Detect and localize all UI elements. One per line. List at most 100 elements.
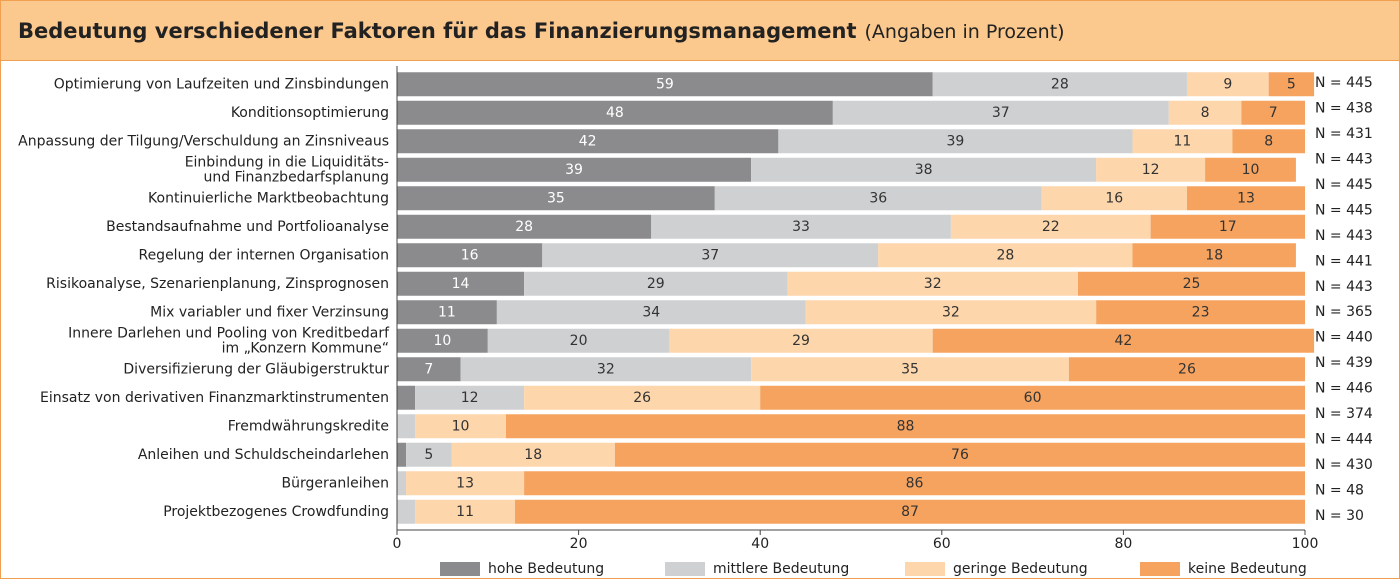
x-tick-label: 20 — [570, 536, 588, 552]
bar-segment — [1132, 129, 1233, 154]
n-label: N = 443 — [1315, 151, 1373, 167]
data-label: 28 — [996, 247, 1014, 263]
category-label: und Finanzbedarfsplanung — [204, 169, 390, 185]
data-label: 18 — [524, 447, 542, 463]
legend-label: mittlere Bedeutung — [713, 561, 849, 577]
bar-segment — [751, 157, 1097, 182]
category-label: Bestandsaufnahme und Portfolioanalyse — [106, 219, 389, 235]
data-label: 16 — [461, 247, 479, 263]
bar-segment — [397, 499, 416, 524]
category-label: Optimierung von Laufzeiten und Zinsbindu… — [54, 76, 389, 92]
bar-segment — [805, 300, 1097, 325]
bar-segment — [487, 328, 670, 353]
bar-segment — [1041, 186, 1187, 211]
data-label: 38 — [915, 162, 933, 178]
n-label: N = 443 — [1315, 279, 1373, 295]
bar-segment — [397, 100, 833, 125]
data-label: 32 — [597, 361, 615, 377]
bar-segment — [406, 442, 452, 467]
bar-segment — [397, 328, 488, 353]
data-label: 10 — [1242, 162, 1260, 178]
data-label: 32 — [942, 304, 960, 320]
category-label: Konditionsoptimierung — [231, 105, 389, 121]
bar-segment — [524, 271, 788, 296]
chart-subtitle: (Angaben in Prozent) — [865, 21, 1065, 43]
category-label: Kontinuierliche Marktbeobachtung — [148, 190, 389, 206]
n-label: N = 445 — [1315, 177, 1373, 193]
bar-segment — [714, 186, 1042, 211]
data-label: 12 — [1142, 162, 1160, 178]
data-label: 35 — [901, 361, 919, 377]
n-label: N = 48 — [1315, 483, 1364, 499]
bar-segment — [542, 243, 879, 268]
bar-segment — [760, 385, 1305, 410]
n-label: N = 441 — [1315, 253, 1373, 269]
category-label: Mix variabler und fixer Verzinsung — [150, 304, 389, 320]
bar-segment — [397, 385, 416, 410]
data-label: 8 — [1201, 105, 1210, 121]
n-label: N = 365 — [1315, 304, 1373, 320]
data-label: 42 — [579, 133, 597, 149]
data-label: 37 — [992, 105, 1010, 121]
data-label: 39 — [947, 133, 965, 149]
bar-segment — [415, 385, 525, 410]
category-label: Regelung der internen Organisation — [138, 247, 389, 263]
data-label: 33 — [792, 219, 810, 235]
legend-swatch — [440, 562, 480, 576]
bar-segment — [397, 243, 543, 268]
chart-title: Bedeutung verschiedener Faktoren für das… — [18, 19, 857, 43]
bar-segment — [505, 414, 1306, 439]
bar-segment — [669, 328, 933, 353]
data-label: 34 — [642, 304, 660, 320]
data-label: 22 — [1042, 219, 1060, 235]
bar-segment — [1241, 100, 1305, 125]
n-label: N = 431 — [1315, 126, 1373, 142]
bar-segment — [397, 442, 407, 467]
legend-label: geringe Bedeutung — [953, 561, 1088, 577]
category-label: Anpassung der Tilgung/Verschuldung an Zi… — [18, 133, 389, 149]
category-label: Einsatz von derivativen Finanzmarktinstr… — [40, 390, 389, 406]
bar-segment — [415, 414, 506, 439]
bar-segment — [397, 129, 779, 154]
data-label: 13 — [456, 475, 474, 491]
bar-segment — [397, 72, 933, 97]
bar-segment — [1168, 100, 1242, 125]
bar-segment — [932, 72, 1187, 97]
legend-swatch — [905, 562, 945, 576]
data-label: 59 — [656, 76, 674, 92]
data-label: 87 — [901, 504, 919, 520]
data-label: 76 — [951, 447, 969, 463]
data-label: 5 — [1287, 76, 1296, 92]
data-label: 28 — [1051, 76, 1069, 92]
bar-segment — [524, 385, 761, 410]
data-label: 29 — [647, 276, 665, 292]
category-label: Projektbezogenes Crowdfunding — [163, 504, 389, 520]
legend-swatch — [1140, 562, 1180, 576]
data-label: 7 — [1269, 105, 1278, 121]
bar-segment — [1186, 72, 1269, 97]
bar-segment — [397, 157, 752, 182]
bar-segment — [415, 499, 516, 524]
bar-segment — [515, 499, 1305, 524]
bar-segment — [1068, 357, 1305, 382]
data-label: 88 — [897, 418, 915, 434]
data-label: 11 — [438, 304, 456, 320]
data-label: 8 — [1264, 133, 1273, 149]
n-label: N = 445 — [1315, 202, 1373, 218]
bar-segment — [397, 357, 461, 382]
data-label: 11 — [1174, 133, 1192, 149]
bar-segment — [878, 243, 1133, 268]
legend-swatch — [665, 562, 705, 576]
n-label: N = 443 — [1315, 228, 1373, 244]
data-label: 60 — [1024, 390, 1042, 406]
n-label: N = 445 — [1315, 75, 1373, 91]
bar-segment — [778, 129, 1133, 154]
bar-segment — [397, 414, 416, 439]
bar-segment — [1096, 157, 1206, 182]
bar-segment — [651, 214, 951, 239]
legend-label: hohe Bedeutung — [488, 561, 604, 577]
bar-segment — [832, 100, 1169, 125]
data-label: 25 — [1183, 276, 1201, 292]
bar-segment — [406, 471, 525, 496]
data-label: 7 — [424, 361, 433, 377]
